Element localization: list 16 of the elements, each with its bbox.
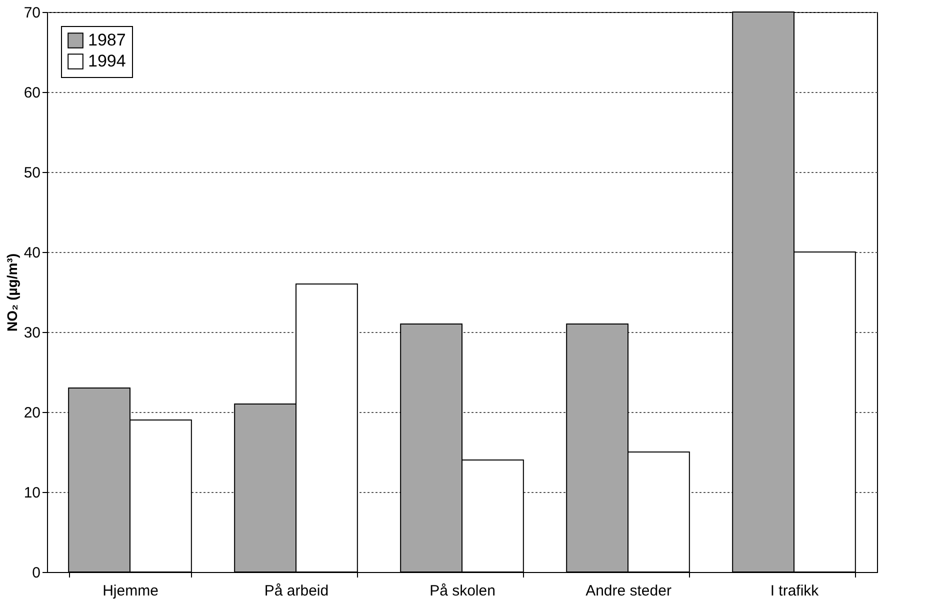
- x-tick-label: I trafikk: [770, 582, 820, 600]
- y-tick-label: 70: [24, 4, 40, 22]
- x-tick-label: På arbeid: [264, 582, 329, 600]
- legend-label: 1994: [88, 52, 126, 70]
- y-tick-label: 30: [24, 324, 40, 342]
- y-tick-label: 0: [32, 564, 40, 582]
- x-tick-label: Hjemme: [102, 582, 158, 600]
- y-axis-title: NO₂ (µg/m³): [4, 253, 20, 332]
- y-tick-label: 50: [24, 164, 40, 182]
- x-tick-label: På skolen: [430, 582, 496, 600]
- y-tick-label: 20: [24, 404, 40, 422]
- legend-label: 1987: [88, 30, 126, 50]
- y-tick-label: 10: [24, 484, 40, 502]
- y-tick-label: 60: [24, 84, 40, 102]
- x-tick-label: Andre steder: [586, 582, 672, 600]
- y-tick-label: 40: [24, 244, 40, 262]
